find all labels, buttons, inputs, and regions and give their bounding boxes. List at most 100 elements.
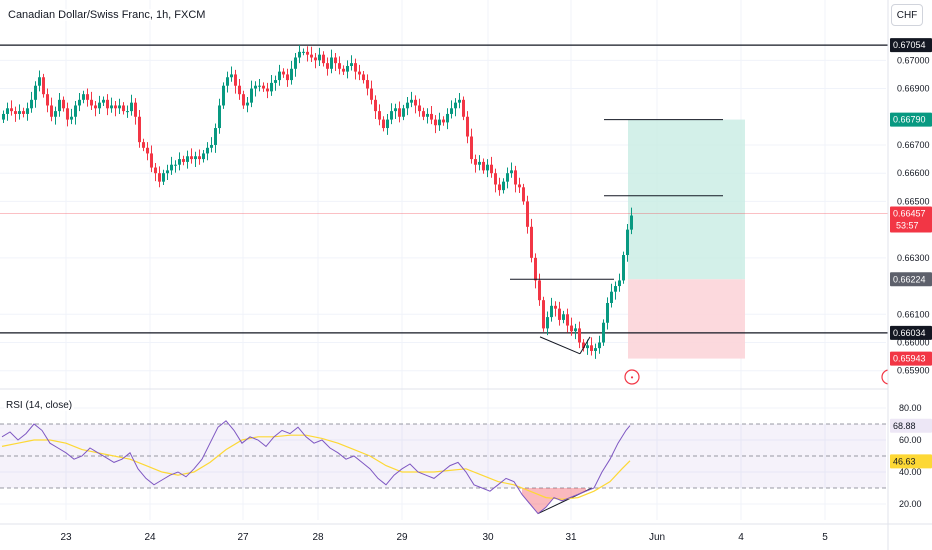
rsi-tick-label: 40.00 — [899, 467, 922, 477]
candle-body — [478, 161, 481, 165]
candle-body — [578, 328, 581, 343]
candle-body — [294, 57, 297, 69]
candle-body — [334, 57, 337, 64]
candle-body — [422, 111, 425, 117]
candle-body — [278, 71, 281, 81]
candle-body — [582, 342, 585, 349]
candle-body — [146, 147, 149, 154]
price-label: 0.65943 — [893, 354, 926, 364]
candle-body — [106, 99, 109, 109]
rsi-panel — [0, 420, 886, 515]
candle-body — [542, 300, 545, 329]
candle-body — [178, 159, 181, 165]
candle-body — [74, 105, 77, 117]
candle-body — [298, 51, 301, 58]
candle-body — [226, 77, 229, 86]
candle-body — [18, 111, 21, 114]
candle-body — [50, 105, 53, 117]
candle-body — [558, 308, 561, 320]
candle-body — [594, 348, 597, 351]
candle-body — [302, 51, 305, 53]
candle-body — [202, 153, 205, 160]
candle-body — [454, 102, 457, 109]
candle-body — [358, 71, 361, 75]
candle-body — [282, 71, 285, 75]
rsi-value-label: 68.88 — [893, 421, 916, 431]
candle-body — [446, 113, 449, 123]
candle-body — [98, 102, 101, 109]
currency-button[interactable]: CHF — [891, 4, 923, 26]
candle-body — [154, 167, 157, 174]
candle-body — [386, 119, 389, 129]
price-label-bg — [890, 38, 932, 53]
candle-body — [586, 345, 589, 349]
candle-body — [30, 99, 33, 109]
candle-body — [442, 119, 445, 123]
event-marker-icon — [624, 369, 640, 385]
candle-body — [474, 159, 477, 165]
candle-body — [326, 63, 329, 69]
candle-body — [482, 161, 485, 171]
candle-body — [614, 286, 617, 292]
candle-body — [186, 156, 189, 162]
price-label: 0.66034 — [893, 328, 926, 338]
time-tick-label: 23 — [60, 532, 72, 543]
candle-body — [10, 108, 13, 112]
candle-body — [118, 105, 121, 109]
candle-body — [266, 88, 269, 92]
time-axis[interactable]: 23 24 27 28 29 30 31 Jun 4 5 — [0, 523, 932, 543]
price-label-bg — [890, 272, 932, 287]
price-axis[interactable]: 0.67000 0.66900 0.66700 0.66600 0.66500 0.663… — [887, 0, 932, 550]
horizontal-levels[interactable] — [0, 44, 888, 334]
candle-body — [14, 111, 17, 114]
candle-body — [246, 102, 249, 106]
candle-body — [342, 68, 345, 72]
candle-body — [518, 184, 521, 188]
rsi-ma-line — [1, 434, 631, 500]
candle-body — [126, 111, 129, 113]
candle-body — [426, 113, 429, 117]
candle-body — [458, 99, 461, 103]
candle-body — [194, 156, 197, 160]
candle-body — [534, 257, 537, 281]
candle-body — [566, 314, 569, 326]
candle-body — [34, 85, 37, 100]
time-tick-label: 30 — [482, 532, 494, 543]
candle-body — [330, 57, 333, 69]
grid — [0, 0, 888, 520]
candle-body — [166, 170, 169, 174]
candle-body — [554, 305, 557, 309]
candle-body — [498, 184, 501, 191]
price-label: 0.66790 — [893, 115, 926, 125]
position-tool[interactable] — [628, 119, 745, 359]
candle-body — [354, 63, 357, 72]
candle-body — [38, 77, 41, 86]
candle-body — [70, 116, 73, 120]
candle-body — [366, 80, 369, 89]
candle-body — [210, 144, 213, 148]
candle-body — [66, 108, 69, 120]
price-label-countdown: 53:57 — [896, 221, 919, 231]
candle-body — [322, 54, 325, 64]
candle-body — [250, 88, 253, 103]
candle-body — [86, 94, 89, 100]
candle-body — [318, 54, 321, 61]
candle-body — [190, 156, 193, 160]
price-label-bg — [890, 206, 932, 233]
rsi-line — [1, 420, 631, 515]
rsi-value-label-bg — [890, 454, 932, 469]
candle-body — [602, 322, 605, 343]
candle-body — [130, 102, 133, 112]
candle-body — [502, 181, 505, 191]
rsi-tick-label: 20.00 — [899, 499, 922, 509]
candle-body — [462, 99, 465, 117]
candle-body — [338, 63, 341, 69]
time-tick-label: 28 — [312, 532, 324, 543]
price-tick-label: 0.66900 — [897, 84, 930, 94]
candle-body — [378, 111, 381, 120]
time-tick-label: 31 — [565, 532, 577, 543]
candle-body — [122, 105, 125, 112]
price-label-bg — [890, 112, 932, 127]
candle-body — [562, 314, 565, 320]
